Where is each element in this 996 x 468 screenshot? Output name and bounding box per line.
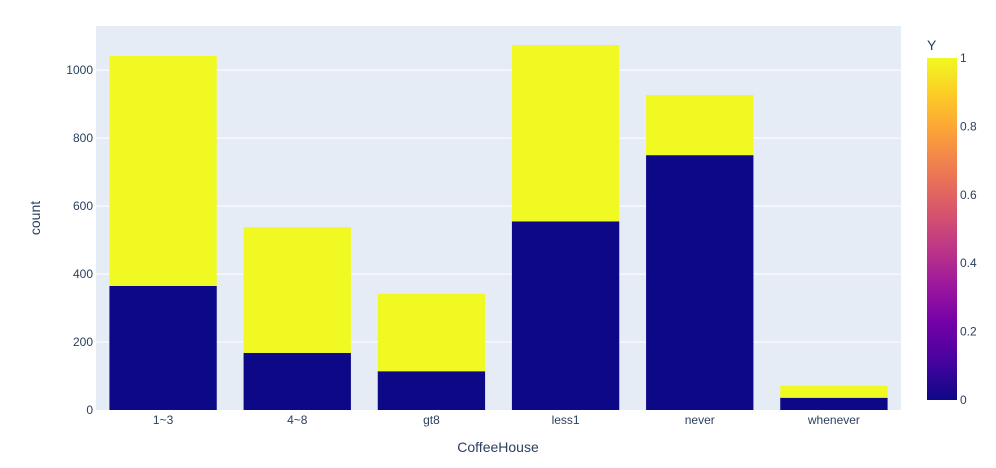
colorbar-tick-label: 0.4 [960, 256, 977, 270]
x-tick-label: 1~3 [153, 413, 174, 427]
colorbar-title: Y [927, 37, 937, 53]
y-axis-label: count [27, 201, 43, 235]
colorbar-tick-label: 0.2 [960, 325, 977, 339]
x-tick-label: gt8 [423, 413, 440, 427]
bar-4~8-y0 [243, 352, 351, 410]
colorbar-tick-label: 1 [960, 51, 967, 65]
x-tick-label: less1 [552, 413, 580, 427]
bar-gt8-y0 [377, 371, 486, 410]
colorbar-gradient [927, 58, 957, 400]
gridlines [96, 69, 901, 343]
x-tick-label: 4~8 [287, 413, 308, 427]
bars [109, 45, 888, 410]
x-tick-label: never [685, 413, 715, 427]
plot-area [96, 26, 901, 410]
y-axis-ticks: 0 200 400 600 800 1000 [66, 63, 93, 417]
bar-1~3-y1 [109, 55, 217, 286]
bar-whenever-y0 [780, 397, 888, 410]
bar-gt8-y1 [377, 293, 486, 372]
colorbar-tick-label: 0.6 [960, 188, 977, 202]
y-tick-label: 200 [73, 335, 93, 349]
x-tick-label: whenever [807, 413, 860, 427]
colorbar-tick-label: 0.8 [960, 119, 977, 133]
y-tick-label: 600 [73, 199, 93, 213]
colorbar-tick-label: 0 [960, 393, 967, 407]
bar-whenever-y1 [780, 385, 888, 398]
bar-less1-y0 [511, 221, 620, 410]
x-axis-label: CoffeeHouse [457, 439, 539, 455]
bar-less1-y1 [511, 45, 620, 222]
colorbar-ticks: 0 0.2 0.4 0.6 0.8 1 [960, 51, 977, 407]
bar-never-y1 [646, 94, 754, 156]
bar-4~8-y1 [243, 227, 351, 353]
x-axis-ticks: 1~3 4~8 gt8 less1 never whenever [153, 413, 860, 427]
bar-never-y0 [646, 155, 754, 410]
bar-1~3-y0 [109, 285, 217, 410]
y-tick-label: 400 [73, 267, 93, 281]
y-tick-label: 800 [73, 131, 93, 145]
colorbar: Y 0 0.2 0.4 0.6 0.8 1 [927, 37, 977, 407]
y-tick-label: 0 [86, 403, 93, 417]
y-tick-label: 1000 [66, 63, 93, 77]
